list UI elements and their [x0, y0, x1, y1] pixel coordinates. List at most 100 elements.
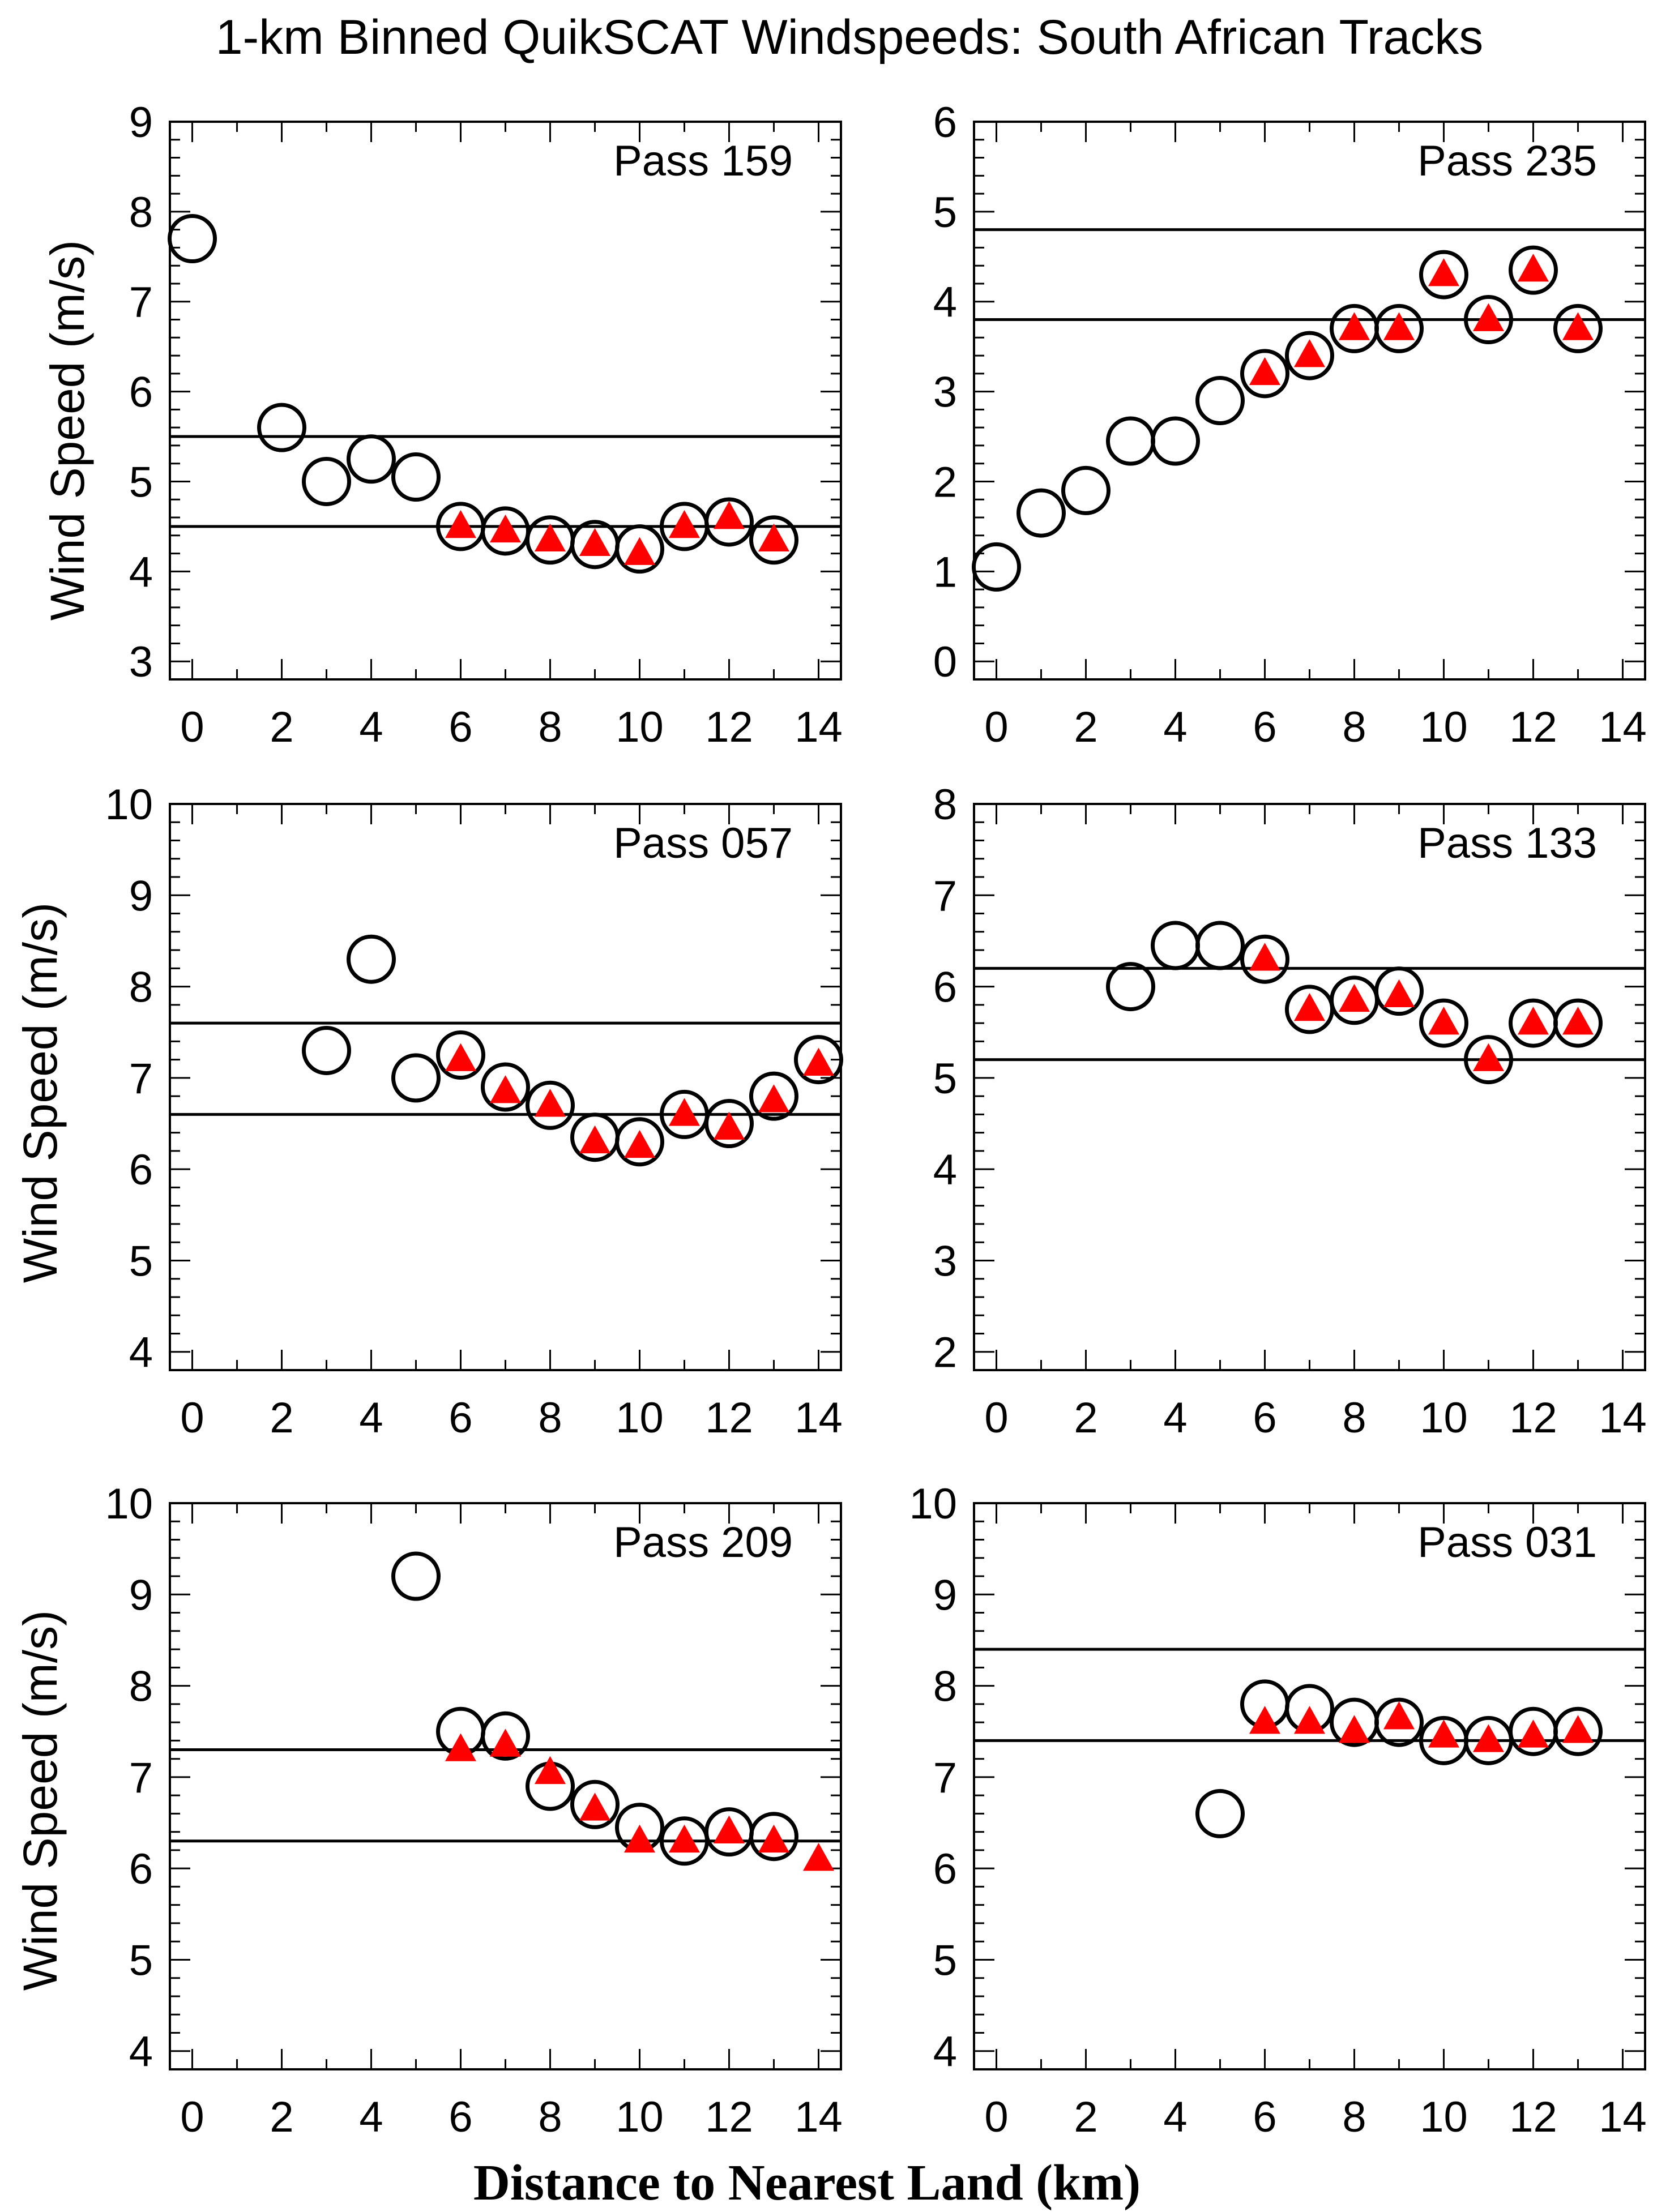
panel-5: 0 2 4 6 8 10 12 14 4 5 6 7 8 9 10 Pass 209	[105, 1480, 842, 2141]
x-tick-label: 6	[1253, 703, 1276, 751]
triangle-marker	[1383, 1701, 1415, 1730]
triangle-marker	[1293, 339, 1326, 367]
x-tick-label: 10	[616, 1394, 664, 1442]
circle-marker	[1195, 921, 1245, 970]
triangle-marker	[445, 1733, 477, 1761]
triangle-marker	[713, 1815, 745, 1843]
plot-frame	[973, 803, 1646, 1371]
y-tick-label: 5	[933, 1936, 957, 1984]
x-tick-label: 12	[1509, 1394, 1557, 1442]
circle-marker	[1464, 1035, 1513, 1085]
y-tick-label: 5	[129, 1237, 153, 1285]
x-tick-label: 12	[705, 1394, 753, 1442]
circle-marker	[1195, 376, 1245, 425]
y-tick-label: 9	[129, 1571, 153, 1619]
x-tick-label: 4	[359, 1394, 383, 1442]
y-tick-label: 2	[933, 458, 957, 506]
x-tick-label: 4	[359, 703, 383, 751]
triangle-marker	[1428, 1007, 1460, 1035]
triangle-marker	[1517, 1007, 1549, 1035]
triangle-marker	[489, 1075, 522, 1103]
x-tick-label: 10	[1420, 1394, 1468, 1442]
circle-marker	[302, 456, 351, 506]
panel-title: Pass 209	[613, 1518, 793, 1567]
circle-marker	[704, 497, 754, 547]
x-tick-label: 14	[1599, 1394, 1647, 1442]
triangle-marker	[489, 514, 522, 543]
x-tick-label: 6	[449, 1394, 472, 1442]
y-tick-label: 6	[933, 964, 957, 1012]
y-tick-label: 4	[933, 1146, 957, 1194]
y-tick-label: 4	[129, 548, 153, 596]
circle-marker	[526, 1080, 575, 1130]
y-tick-label: 6	[129, 369, 153, 417]
circle-marker	[794, 1035, 843, 1085]
x-tick-label: 0	[180, 703, 204, 751]
y-axis-label-row-1: Wind Speed (m/s)	[41, 240, 94, 621]
y-tick-label: 9	[129, 99, 153, 147]
circle-marker	[615, 524, 664, 574]
x-tick-label: 2	[270, 703, 293, 751]
x-tick-label: 10	[616, 703, 664, 751]
triangle-marker	[1293, 992, 1326, 1021]
circle-marker	[302, 1025, 351, 1075]
y-tick-label: 7	[933, 872, 957, 920]
x-tick-label: 14	[795, 2093, 843, 2141]
circle-marker	[347, 434, 396, 484]
y-tick-label: 8	[129, 1663, 153, 1711]
x-tick-label: 6	[449, 2093, 472, 2141]
circle-marker	[1016, 488, 1066, 538]
y-tick-label: 8	[933, 781, 957, 829]
triangle-marker	[445, 510, 477, 538]
y-tick-label: 10	[105, 781, 153, 829]
panel-title: Pass 031	[1417, 1518, 1597, 1567]
y-tick-label: 8	[129, 189, 153, 237]
circle-marker	[749, 1071, 798, 1121]
triangle-marker	[1383, 979, 1415, 1008]
x-tick-label: 14	[795, 1394, 843, 1442]
y-tick-label: 7	[129, 1055, 153, 1103]
plot-frame	[169, 1502, 842, 2070]
circle-marker	[168, 214, 217, 264]
triangle-marker	[1383, 312, 1415, 340]
x-tick-label: 8	[538, 1394, 562, 1442]
x-tick-label: 4	[359, 2093, 383, 2141]
triangle-marker	[668, 510, 701, 538]
triangle-marker	[1249, 357, 1281, 386]
triangle-marker	[758, 523, 790, 552]
x-tick-label: 2	[1074, 703, 1097, 751]
triangle-marker	[1472, 1724, 1505, 1752]
circle-marker	[481, 1062, 530, 1112]
circle-marker	[1419, 998, 1468, 1048]
triangle-marker	[1249, 1706, 1281, 1734]
triangle-marker	[802, 1047, 835, 1076]
y-tick-label: 7	[129, 279, 153, 327]
x-tick-label: 0	[180, 2093, 204, 2141]
y-tick-label: 6	[933, 1845, 957, 1893]
x-tick-label: 0	[984, 1394, 1008, 1442]
y-tick-label: 8	[129, 964, 153, 1012]
y-tick-label: 0	[933, 638, 957, 686]
circle-marker	[1285, 331, 1334, 380]
x-tick-label: 12	[1509, 703, 1557, 751]
triangle-marker	[623, 537, 656, 565]
x-tick-label: 12	[705, 2093, 753, 2141]
circle-marker	[704, 1099, 754, 1149]
x-tick-label: 10	[616, 2093, 664, 2141]
y-tick-label: 3	[129, 638, 153, 686]
circle-marker	[1553, 998, 1603, 1048]
y-tick-label: 7	[933, 1754, 957, 1802]
x-tick-label: 14	[1599, 703, 1647, 751]
panel-6: 0 2 4 6 8 10 12 14 4 5 6 7 8 9 10 Pass 031	[909, 1480, 1646, 2141]
x-tick-label: 10	[1420, 2093, 1468, 2141]
triangle-marker	[668, 1824, 701, 1853]
y-tick-label: 1	[933, 548, 957, 596]
circle-marker	[1419, 250, 1468, 300]
circle-marker	[391, 452, 441, 502]
y-tick-label: 2	[933, 1329, 957, 1377]
panel-1: 0 2 4 6 8 10 12 14 3 4 5 6 7 8 9 Pass 159	[129, 99, 843, 751]
